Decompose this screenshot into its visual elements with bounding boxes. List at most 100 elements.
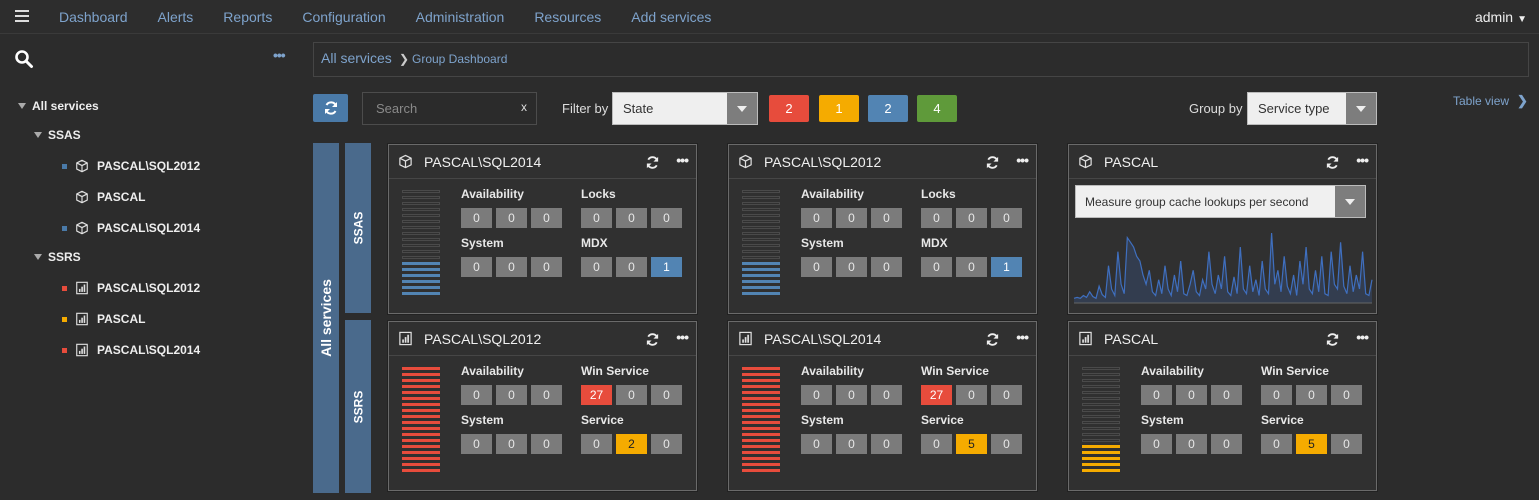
- metric-counter[interactable]: 0: [616, 208, 647, 228]
- metric-counter[interactable]: 27: [581, 385, 612, 405]
- nav-dashboard[interactable]: Dashboard: [59, 9, 128, 25]
- expand-triangle-icon[interactable]: [34, 254, 42, 260]
- metric-counter[interactable]: 0: [461, 208, 492, 228]
- metric-counter[interactable]: 0: [871, 257, 902, 277]
- more-options-icon[interactable]: •••: [676, 329, 689, 345]
- refresh-icon[interactable]: [645, 332, 660, 347]
- metric-counter[interactable]: 0: [836, 434, 867, 454]
- metric-counter[interactable]: 0: [531, 208, 562, 228]
- table-view-link[interactable]: Table view ❯: [1453, 93, 1528, 109]
- clear-search-button[interactable]: x: [521, 100, 527, 114]
- metric-counter[interactable]: 0: [461, 385, 492, 405]
- metric-counter[interactable]: 0: [1261, 434, 1292, 454]
- expand-triangle-icon[interactable]: [34, 132, 42, 138]
- user-menu[interactable]: admin ▼: [1475, 0, 1527, 37]
- service-card[interactable]: PASCAL\SQL2012 ••• Availability 0 0 0 Win Serv…: [388, 321, 697, 491]
- metric-counter[interactable]: 5: [956, 434, 987, 454]
- more-options-icon[interactable]: •••: [1016, 152, 1029, 168]
- service-card[interactable]: PASCAL\SQL2012 ••• Availability 0 0 0 Locks 0 0 0…: [728, 144, 1037, 314]
- tree-item[interactable]: PASCAL\SQL2012: [62, 156, 200, 176]
- metric-counter[interactable]: 0: [616, 257, 647, 277]
- metric-counter[interactable]: 2: [616, 434, 647, 454]
- state-badge-critical[interactable]: 2: [769, 95, 809, 122]
- card-title[interactable]: PASCAL: [1104, 154, 1159, 170]
- metric-counter[interactable]: 0: [921, 434, 952, 454]
- card-title[interactable]: PASCAL\SQL2014: [764, 331, 882, 347]
- metric-counter[interactable]: 0: [921, 208, 952, 228]
- nav-administration[interactable]: Administration: [415, 9, 505, 25]
- metric-counter[interactable]: 0: [921, 257, 952, 277]
- more-options-icon[interactable]: •••: [1016, 329, 1029, 345]
- metric-counter[interactable]: 0: [1261, 385, 1292, 405]
- tree-item[interactable]: SSRS: [34, 247, 81, 267]
- metric-counter[interactable]: 0: [1141, 385, 1172, 405]
- metric-counter[interactable]: 0: [991, 434, 1022, 454]
- refresh-icon[interactable]: [1325, 332, 1340, 347]
- metric-counter[interactable]: 1: [991, 257, 1022, 277]
- tree-item[interactable]: All services: [18, 96, 99, 116]
- metric-counter[interactable]: 0: [1211, 385, 1242, 405]
- metric-counter[interactable]: 0: [581, 208, 612, 228]
- metric-counter[interactable]: 0: [616, 385, 647, 405]
- state-badge-info[interactable]: 2: [868, 95, 908, 122]
- metric-counter[interactable]: 0: [581, 434, 612, 454]
- metric-counter[interactable]: 0: [871, 208, 902, 228]
- metric-counter[interactable]: 0: [956, 208, 987, 228]
- metric-counter[interactable]: 0: [1176, 434, 1207, 454]
- metric-counter[interactable]: 0: [651, 385, 682, 405]
- refresh-icon[interactable]: [985, 155, 1000, 170]
- metric-counter[interactable]: 0: [531, 434, 562, 454]
- more-options-icon[interactable]: •••: [1356, 329, 1369, 345]
- group-by-select[interactable]: Service type: [1247, 92, 1377, 125]
- metric-counter[interactable]: 0: [1331, 385, 1362, 405]
- tree-item[interactable]: PASCAL: [62, 309, 145, 329]
- hamburger-menu-icon[interactable]: [15, 10, 29, 22]
- state-badge-ok[interactable]: 4: [917, 95, 957, 122]
- tree-item[interactable]: PASCAL\SQL2014: [62, 340, 200, 360]
- metric-counter[interactable]: 0: [531, 257, 562, 277]
- tree-item[interactable]: PASCAL: [62, 187, 145, 207]
- metric-counter[interactable]: 0: [1331, 434, 1362, 454]
- filter-select[interactable]: State: [612, 92, 758, 125]
- metric-counter[interactable]: 0: [496, 434, 527, 454]
- tree-item[interactable]: PASCAL\SQL2012: [62, 278, 200, 298]
- metric-counter[interactable]: 1: [651, 257, 682, 277]
- metric-counter[interactable]: 27: [921, 385, 952, 405]
- search-input[interactable]: [363, 93, 503, 124]
- metric-counter[interactable]: 0: [496, 257, 527, 277]
- metric-counter[interactable]: 0: [581, 257, 612, 277]
- more-options-icon[interactable]: •••: [1356, 152, 1369, 168]
- sidebar-more-icon[interactable]: •••: [273, 47, 286, 63]
- metric-counter[interactable]: 0: [836, 257, 867, 277]
- tree-item[interactable]: SSAS: [34, 125, 81, 145]
- metric-counter[interactable]: 0: [1211, 434, 1242, 454]
- metric-counter[interactable]: 0: [1176, 385, 1207, 405]
- metric-counter[interactable]: 0: [991, 208, 1022, 228]
- metric-counter[interactable]: 0: [651, 434, 682, 454]
- metric-counter[interactable]: 0: [1141, 434, 1172, 454]
- service-card[interactable]: PASCAL\SQL2014 ••• Availability 0 0 0 Win Serv…: [728, 321, 1037, 491]
- metric-counter[interactable]: 0: [956, 385, 987, 405]
- service-card[interactable]: PASCAL\SQL2014 ••• Availability 0 0 0 Locks 0 0 0…: [388, 144, 697, 314]
- card-title[interactable]: PASCAL\SQL2014: [424, 154, 542, 170]
- metric-counter[interactable]: 5: [1296, 434, 1327, 454]
- nav-alerts[interactable]: Alerts: [157, 9, 194, 25]
- metric-counter[interactable]: 0: [461, 434, 492, 454]
- nav-add-services[interactable]: Add services: [631, 9, 712, 25]
- metric-counter[interactable]: 0: [1296, 385, 1327, 405]
- metric-counter[interactable]: 0: [801, 385, 832, 405]
- nav-resources[interactable]: Resources: [534, 9, 602, 25]
- metric-counter[interactable]: 0: [801, 257, 832, 277]
- breadcrumb-root[interactable]: All services: [321, 50, 392, 66]
- metric-counter[interactable]: 0: [836, 385, 867, 405]
- metric-counter[interactable]: 0: [836, 208, 867, 228]
- metric-counter[interactable]: 0: [801, 434, 832, 454]
- metric-counter[interactable]: 0: [496, 385, 527, 405]
- expand-triangle-icon[interactable]: [18, 103, 26, 109]
- tree-item[interactable]: PASCAL\SQL2014: [62, 218, 200, 238]
- nav-configuration[interactable]: Configuration: [302, 9, 386, 25]
- metric-counter[interactable]: 0: [991, 385, 1022, 405]
- metric-select[interactable]: Measure group cache lookups per second: [1075, 185, 1366, 218]
- metric-counter[interactable]: 0: [871, 434, 902, 454]
- search-icon[interactable]: [14, 49, 34, 69]
